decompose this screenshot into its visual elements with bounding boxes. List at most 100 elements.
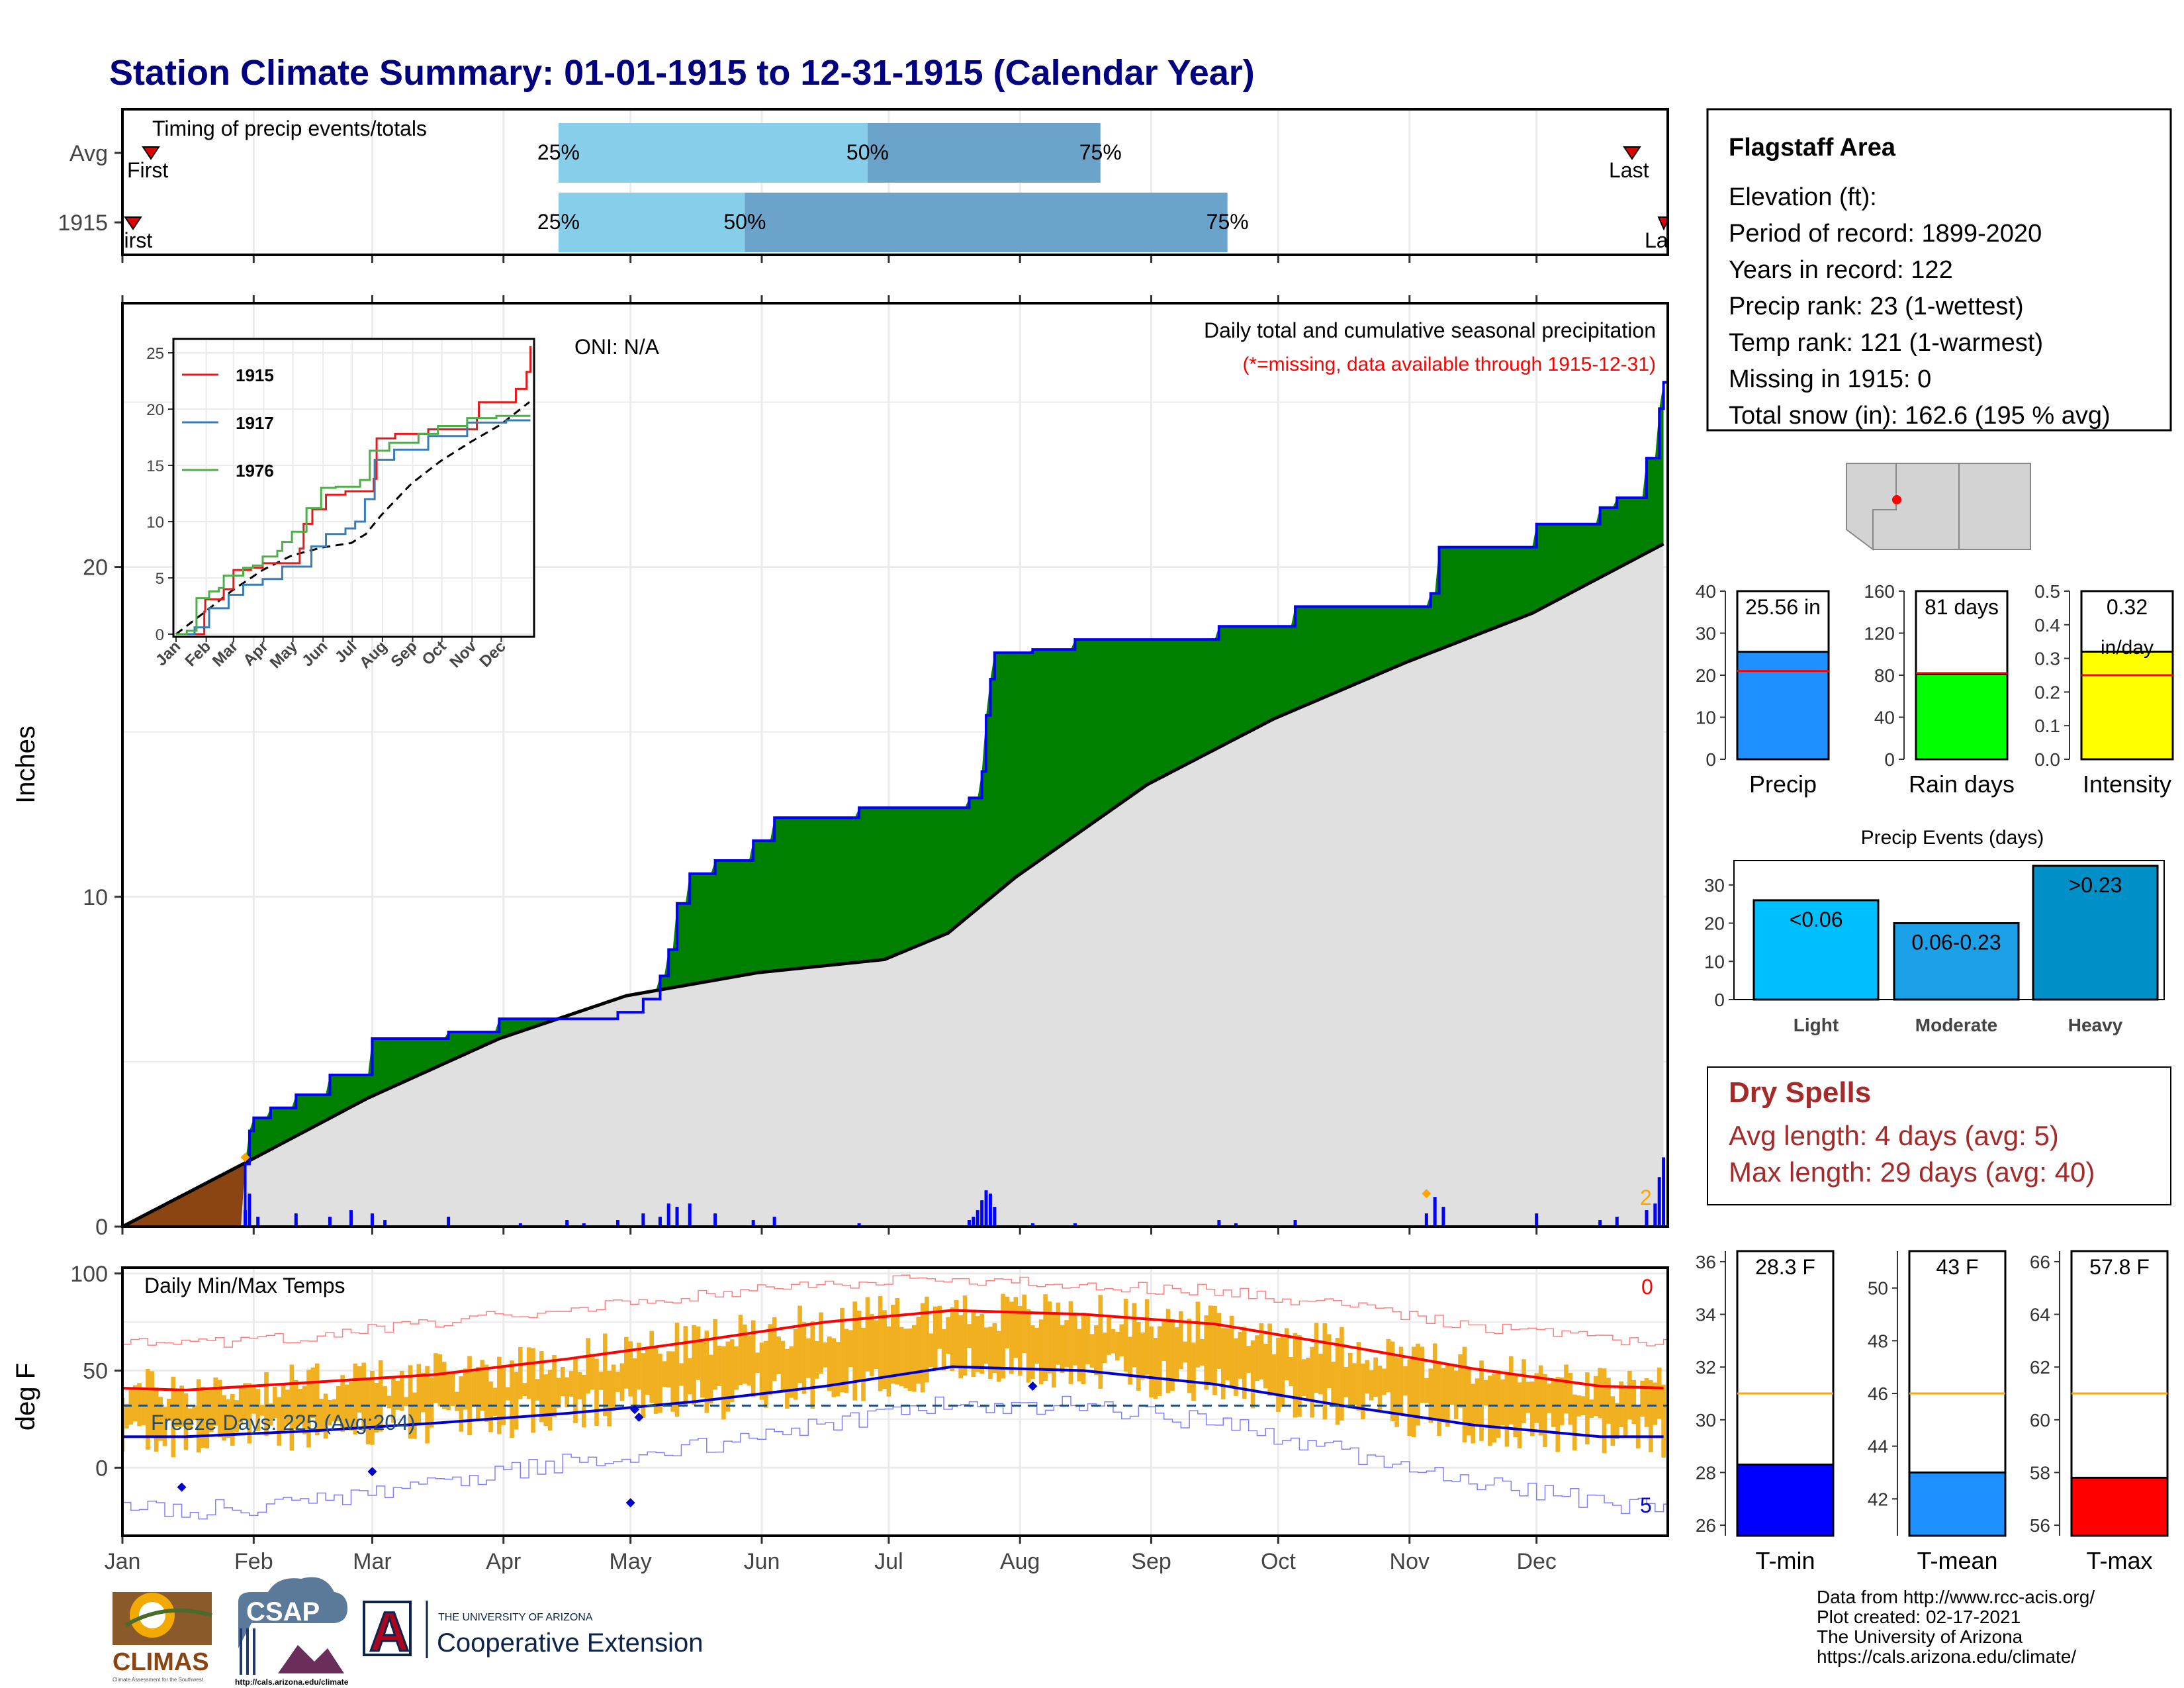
temp-record-marker [1028, 1382, 1038, 1391]
daily-temp-bar [772, 1317, 777, 1382]
daily-temp-bar [484, 1364, 489, 1423]
temp-bar-t-min-value-bar [1736, 1464, 1835, 1537]
daily-temp-bar [1220, 1328, 1226, 1399]
daily-temp-bar [1635, 1405, 1641, 1449]
daily-temp-bar [983, 1327, 989, 1364]
temp-bar-t-max-value-label: 57.8 F [2089, 1255, 2150, 1279]
daily-temp-bar [488, 1381, 493, 1432]
temp-x-tick-label: Jan [105, 1549, 141, 1574]
daily-temp-bar [281, 1384, 286, 1432]
temp-bar-t-max-tick-label: 60 [2030, 1410, 2050, 1430]
daily-temp-bar [1513, 1374, 1518, 1438]
record-min-line [122, 1395, 1668, 1520]
inset-legend: 1915 1917 1976 [182, 365, 274, 481]
daily-temp-bar [844, 1329, 849, 1393]
daily-temp-bar [870, 1313, 874, 1376]
summary-bar-intensity-axis-label: Intensity [2083, 771, 2171, 798]
temp-chart-title: Daily Min/Max Temps [144, 1274, 345, 1297]
timing-bar-q1-1 [558, 193, 745, 252]
daily-temp-bar [962, 1295, 968, 1376]
daily-temp-bar [717, 1345, 722, 1386]
timing-pct-label: 50% [723, 210, 766, 234]
daily-temp-bar [429, 1377, 434, 1428]
climas-logo-text: CLIMAS [113, 1648, 209, 1676]
temp-bar-t-min-tick-label: 32 [1696, 1357, 1716, 1378]
daily-temp-bar [1471, 1383, 1476, 1444]
daily-temp-bar [1144, 1299, 1150, 1375]
main-oni: ONI: N/A [574, 335, 660, 359]
daily-precip-bar [518, 1223, 522, 1227]
daily-temp-bar [1246, 1346, 1251, 1374]
daily-temp-bar [810, 1321, 815, 1409]
daily-temp-bar [967, 1324, 972, 1348]
daily-precip-bar [675, 1207, 679, 1227]
daily-temp-bar [1453, 1370, 1459, 1419]
daily-temp-bar [463, 1368, 468, 1410]
daily-precip-bar [1645, 1210, 1649, 1227]
daily-temp-bar [1361, 1363, 1365, 1420]
daily-temp-bar [764, 1340, 768, 1408]
daily-temp-bar [505, 1387, 510, 1401]
summary-bar-precip-tick-label: 40 [1696, 581, 1716, 602]
daily-temp-bar [708, 1354, 713, 1404]
daily-temp-bar [222, 1395, 226, 1441]
daily-temp-bar [1301, 1359, 1306, 1396]
daily-temp-bar [1610, 1396, 1615, 1446]
timing-pct-label: 25% [537, 210, 580, 234]
daily-temp-bar [577, 1372, 582, 1400]
daily-temp-bar [404, 1397, 408, 1407]
daily-temp-bar [801, 1322, 807, 1394]
daily-temp-bar [1026, 1309, 1031, 1383]
daily-precip-bar [1657, 1177, 1661, 1227]
daily-precip-bar [751, 1220, 755, 1227]
summary-bar-rain-days: 0 40 80 120 160 81 days Rain days [1864, 581, 2015, 798]
temp-bar-t-min-value-label: 28.3 F [1755, 1255, 1815, 1279]
credit-line-4: https://cals.arizona.edu/climate/ [1817, 1646, 2076, 1667]
timing-bar-q1-0 [558, 123, 868, 183]
daily-temp-bar [1416, 1343, 1420, 1426]
station-info-box: Flagstaff Area Elevation (ft): Period of… [1706, 108, 2172, 432]
temp-x-tick-label: Aug [1000, 1549, 1040, 1574]
daily-temp-bar [391, 1378, 396, 1423]
summary-bar-precip-tick-label: 0 [1706, 749, 1716, 770]
precip-marker [1422, 1189, 1432, 1199]
daily-temp-bar [1483, 1380, 1488, 1406]
daily-temp-bar [1161, 1319, 1167, 1361]
daily-temp-bar [378, 1360, 383, 1432]
daily-temp-bar [150, 1371, 155, 1438]
daily-temp-bar [687, 1358, 692, 1395]
csap-logo-text: CSAP [246, 1597, 320, 1626]
daily-precip-bar [713, 1213, 717, 1227]
daily-temp-bar [1467, 1366, 1471, 1436]
credit-line-1: Data from http://www.rcc-acis.org/ [1817, 1587, 2095, 1607]
daily-temp-bar [1555, 1377, 1560, 1452]
temp-bar-t-min-tick-label: 34 [1696, 1305, 1716, 1325]
daily-temp-bar [582, 1374, 586, 1428]
daily-temp-bar [1458, 1354, 1463, 1408]
dry-spells-avg: Avg length: 4 days (avg: 5) [1729, 1120, 2059, 1151]
daily-temp-bar [1576, 1395, 1581, 1417]
daily-temp-bar [806, 1338, 811, 1378]
daily-precip-bar [248, 1194, 251, 1227]
temp-x-tick-label: Sep [1131, 1549, 1171, 1574]
daily-temp-bar [1293, 1333, 1298, 1418]
temp-bar-t-max-tick-label: 64 [2030, 1305, 2050, 1325]
temp-bar-t-mean-tick-label: 48 [1868, 1331, 1888, 1351]
daily-temp-bar [907, 1328, 913, 1391]
daily-temp-bar [649, 1331, 654, 1403]
daily-temp-bar [1030, 1325, 1035, 1380]
ua-logo-letter: A [369, 1601, 410, 1663]
daily-temp-bar [1649, 1380, 1653, 1452]
daily-temp-bar [996, 1331, 1001, 1382]
summary-bar-intensity-tick-label: 0.4 [2034, 615, 2060, 635]
daily-temp-bar [1089, 1334, 1095, 1368]
daily-temp-bar [1060, 1325, 1065, 1374]
daily-temp-bar [615, 1372, 620, 1392]
events-tick-label: 30 [1704, 875, 1725, 896]
temp-bar-t-mean-value-label: 43 F [1936, 1255, 1978, 1279]
daily-temp-bar [1123, 1299, 1128, 1372]
daily-temp-bar [196, 1379, 201, 1453]
daily-temp-bar [319, 1399, 324, 1430]
